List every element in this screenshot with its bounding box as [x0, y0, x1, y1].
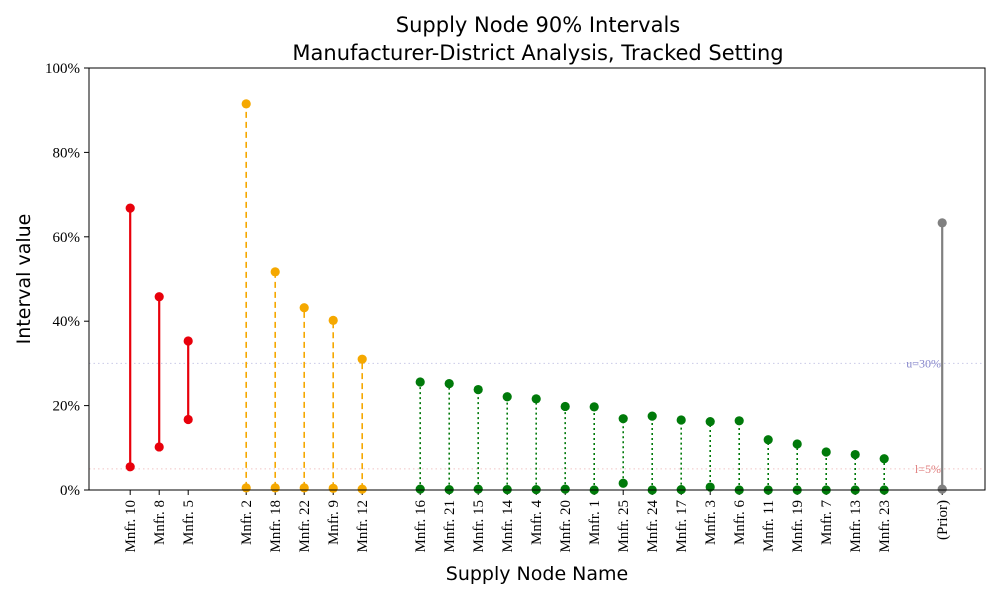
y-axis-title: Interval value	[13, 214, 35, 345]
interval-high-point-mnfr-24	[647, 411, 657, 421]
reference-lines: u=30% l=5%	[89, 356, 985, 476]
x-tick-label-mnfr-18: Mnfr. 18	[268, 500, 284, 553]
interval-high-point-mnfr-13	[850, 449, 860, 460]
interval-low-point-mnfr-2	[241, 483, 251, 493]
interval-low-point-mnfr-22	[299, 483, 309, 493]
interval-high-point-mnfr-1	[589, 402, 599, 412]
x-tick-label-mnfr-20: Mnfr. 20	[558, 500, 574, 553]
interval-high-point-prior	[937, 218, 947, 228]
interval-high-point-mnfr-23	[879, 454, 889, 464]
interval-high-point-mnfr-14	[502, 392, 512, 402]
x-tick-label-mnfr-15: Mnfr. 15	[471, 500, 487, 553]
interval-high-point-mnfr-18	[270, 267, 280, 277]
interval-high-point-mnfr-25	[618, 414, 628, 424]
x-tick-label-mnfr-13: Mnfr. 13	[848, 500, 864, 553]
y-tick-label: 20%	[53, 399, 81, 415]
x-tick-label-mnfr-8: Mnfr. 8	[152, 500, 168, 545]
interval-high-point-mnfr-5	[183, 336, 193, 346]
x-tick-label-mnfr-25: Mnfr. 25	[616, 500, 632, 553]
interval-high-point-mnfr-20	[560, 401, 570, 412]
interval-marks	[125, 99, 947, 495]
interval-high-point-mnfr-9	[328, 315, 338, 325]
interval-low-point-prior	[937, 484, 947, 494]
x-tick-label-mnfr-4: Mnfr. 4	[529, 500, 545, 546]
interval-high-point-mnfr-22	[299, 303, 309, 313]
x-tick-label-prior: (Prior)	[935, 500, 951, 540]
interval-low-point-mnfr-10	[125, 462, 135, 472]
reference-label-l-5: l=5%	[915, 462, 941, 476]
plot-frame	[88, 67, 986, 491]
interval-low-point-mnfr-3	[705, 482, 715, 492]
y-tick-label: 80%	[53, 145, 81, 161]
interval-high-point-mnfr-7	[821, 447, 831, 457]
x-tick-label-mnfr-22: Mnfr. 22	[297, 500, 313, 553]
x-tick-label-mnfr-9: Mnfr. 9	[326, 500, 342, 545]
interval-low-point-mnfr-16	[415, 484, 425, 494]
interval-low-point-mnfr-9	[328, 483, 338, 493]
y-tick-label: 0%	[60, 483, 80, 499]
chart-subtitle: Manufacturer-District Analysis, Tracked …	[292, 41, 783, 65]
interval-high-point-mnfr-16	[415, 377, 425, 387]
interval-high-point-mnfr-6	[734, 416, 744, 426]
interval-high-point-mnfr-15	[473, 384, 483, 395]
x-tick-label-mnfr-21: Mnfr. 21	[442, 500, 458, 553]
interval-low-point-mnfr-5	[183, 414, 193, 425]
x-tick-label-mnfr-17: Mnfr. 17	[674, 500, 690, 553]
x-tick-label-mnfr-11: Mnfr. 11	[761, 500, 777, 552]
interval-high-point-mnfr-3	[705, 417, 715, 427]
interval-high-point-mnfr-8	[154, 292, 164, 302]
interval-low-point-mnfr-25	[618, 478, 628, 488]
interval-high-point-mnfr-19	[792, 439, 802, 449]
x-tick-label-mnfr-1: Mnfr. 1	[587, 500, 603, 545]
interval-high-point-mnfr-4	[531, 394, 541, 404]
reference-label-u-30: u=30%	[906, 356, 941, 370]
x-axis-title: Supply Node Name	[446, 563, 628, 585]
interval-low-point-mnfr-18	[270, 483, 280, 493]
y-tick-label: 40%	[53, 314, 81, 330]
x-tick-label-mnfr-5: Mnfr. 5	[181, 500, 197, 545]
x-tick-label-mnfr-16: Mnfr. 16	[413, 500, 429, 553]
x-tick-label-mnfr-12: Mnfr. 12	[355, 500, 371, 553]
x-tick-label-mnfr-24: Mnfr. 24	[645, 500, 661, 553]
x-tick-label-mnfr-6: Mnfr. 6	[732, 500, 748, 546]
interval-high-point-mnfr-11	[763, 435, 773, 445]
y-tick-label: 60%	[53, 230, 81, 246]
interval-high-point-mnfr-2	[241, 99, 251, 109]
interval-high-point-mnfr-17	[676, 415, 686, 425]
interval-low-point-mnfr-15	[473, 484, 483, 494]
x-tick-label-mnfr-2: Mnfr. 2	[239, 500, 255, 545]
x-tick-label-mnfr-3: Mnfr. 3	[703, 500, 719, 545]
x-tick-label-mnfr-19: Mnfr. 19	[790, 500, 806, 553]
x-tick-label-mnfr-23: Mnfr. 23	[877, 500, 893, 553]
interval-high-point-mnfr-12	[357, 354, 367, 364]
y-tick-label: 100%	[45, 61, 80, 77]
chart-title: Supply Node 90% Intervals	[396, 13, 680, 37]
interval-low-point-mnfr-8	[154, 442, 164, 452]
x-tick-label-mnfr-14: Mnfr. 14	[500, 500, 516, 553]
x-tick-label-mnfr-7: Mnfr. 7	[819, 500, 835, 546]
axes: 0% 20% 40% 60% 80% 100% Mnfr. 10 Mnfr. 8 Mnfr. 5…	[45, 61, 951, 553]
interval-high-point-mnfr-10	[125, 203, 135, 213]
interval-low-point-mnfr-20	[560, 484, 570, 494]
interval-low-point-mnfr-12	[357, 484, 367, 494]
interval-high-point-mnfr-21	[444, 379, 454, 389]
x-tick-label-mnfr-10: Mnfr. 10	[123, 500, 139, 553]
